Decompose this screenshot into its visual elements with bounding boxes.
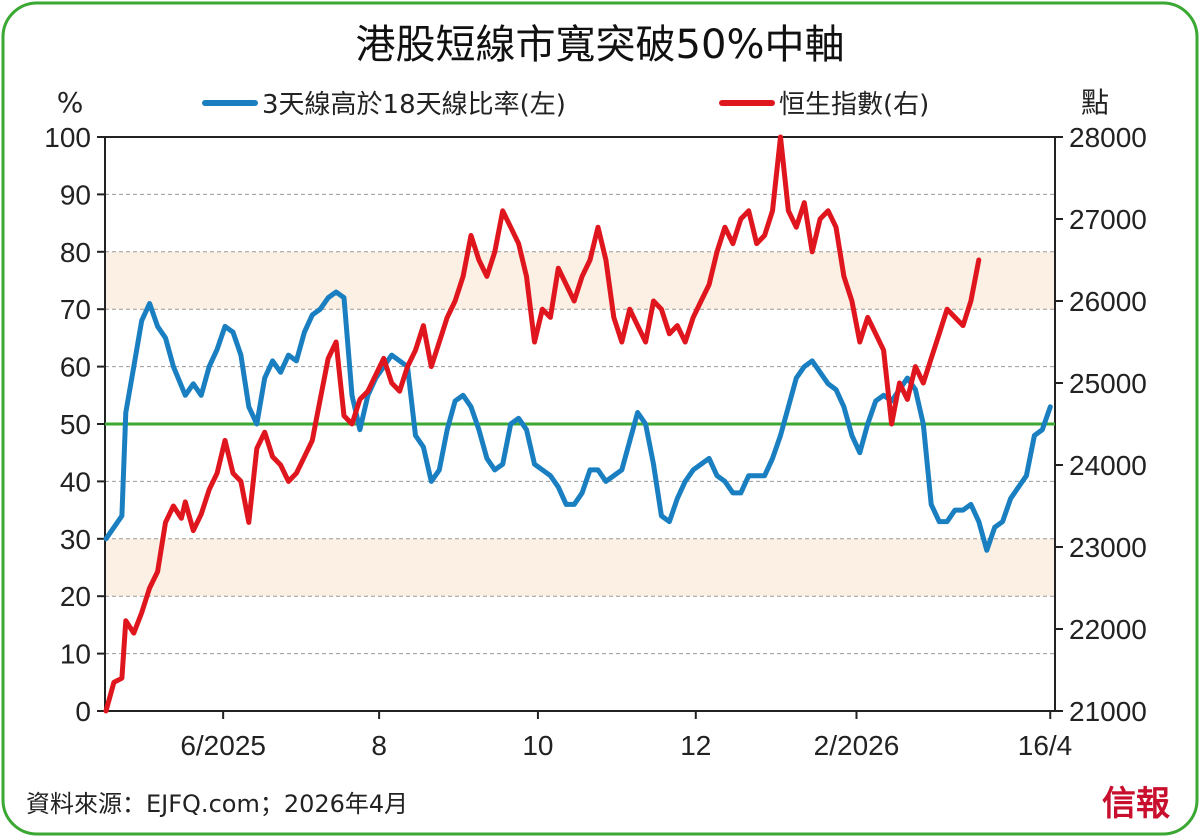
right-tick-label-23000: 23000 <box>1069 532 1147 563</box>
left-tick-label-30: 30 <box>60 524 91 555</box>
right-tick-label-24000: 24000 <box>1069 450 1147 481</box>
left-tick-label-20: 20 <box>60 581 91 612</box>
x-tick-label-2: 10 <box>522 730 553 761</box>
source-note: 資料來源：EJFQ.com；2026年4月 <box>26 790 408 818</box>
right-tick-label-26000: 26000 <box>1069 286 1147 317</box>
legend-label-hsi: 恒生指數(右) <box>779 90 929 120</box>
right-tick-label-27000: 27000 <box>1069 204 1147 235</box>
right-tick-label-25000: 25000 <box>1069 368 1147 399</box>
x-tick-label-1: 8 <box>371 730 387 761</box>
left-tick-label-60: 60 <box>60 352 91 383</box>
right-tick-label-28000: 28000 <box>1069 122 1147 153</box>
left-tick-label-80: 80 <box>60 237 91 268</box>
left-tick-label-90: 90 <box>60 179 91 210</box>
left-tick-label-0: 0 <box>75 696 91 727</box>
left-tick-label-10: 10 <box>60 639 91 670</box>
left-unit-label: % <box>57 86 84 119</box>
right-tick-label-21000: 21000 <box>1069 696 1147 727</box>
right-tick-label-22000: 22000 <box>1069 614 1147 645</box>
x-tick-label-5: 16/4 <box>1018 730 1073 761</box>
x-tick-label-3: 12 <box>680 730 711 761</box>
x-tick-label-4: 2/2026 <box>814 730 900 761</box>
brand-logo: 信報 <box>1102 784 1170 824</box>
left-tick-label-100: 100 <box>44 122 91 153</box>
right-unit-label: 點 <box>1081 86 1109 119</box>
left-tick-label-40: 40 <box>60 466 91 497</box>
legend-label-breadth: 3天線高於18天線比率(左) <box>262 90 566 120</box>
shaded-band-0 <box>105 538 1055 597</box>
left-tick-label-70: 70 <box>60 294 91 325</box>
left-tick-label-50: 50 <box>60 409 91 440</box>
legend: 3天線高於18天線比率(左) 恒生指數(右) <box>202 90 929 120</box>
plot-area: 0 10 20 30 40 50 60 70 80 90 100 21000 22000 23000 240… <box>44 122 1147 761</box>
series-line-hsi <box>103 134 982 714</box>
chart-title: 港股短線市寬突破50%中軸 <box>356 22 845 68</box>
x-tick-label-0: 6/2025 <box>180 730 266 761</box>
